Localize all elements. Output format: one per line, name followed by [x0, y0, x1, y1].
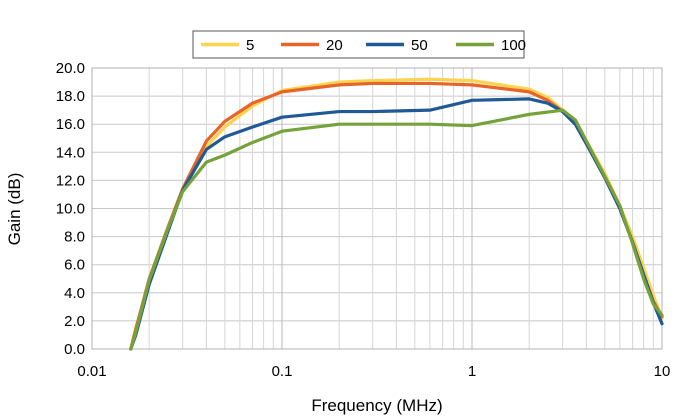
y-tick-label: 10.0 [56, 201, 85, 218]
x-tick-label: 0.1 [272, 363, 293, 380]
y-tick-label: 4.0 [64, 285, 85, 302]
series-lines [129, 77, 664, 351]
legend-items: 5 20 50 100 [201, 37, 526, 54]
x-tick-labels: 0.01 0.1 1 10 [77, 363, 670, 380]
y-tick-label: 6.0 [64, 257, 85, 274]
y-tick-label: 2.0 [64, 313, 85, 330]
y-tick-label: 14.0 [56, 144, 85, 161]
x-axis-title: Frequency (MHz) [311, 396, 442, 415]
legend-label-5: 5 [246, 37, 254, 54]
legend-label-100: 100 [501, 37, 526, 54]
y-tick-label: 8.0 [64, 229, 85, 246]
y-tick-label: 12.0 [56, 172, 85, 189]
y-axis-title: Gain (dB) [5, 173, 24, 246]
legend: 5 20 50 100 [192, 30, 526, 59]
x-tick-label: 0.01 [77, 363, 106, 380]
x-tick-label: 10 [654, 363, 671, 380]
y-tick-label: 0.0 [64, 341, 85, 358]
y-tick-label: 16.0 [56, 116, 85, 133]
y-tick-label: 18.0 [56, 88, 85, 105]
y-tick-labels: 0.0 2.0 4.0 6.0 8.0 10.0 12.0 14.0 16.0 18.0 20.0 [56, 60, 85, 358]
series-line-100 [129, 108, 664, 351]
x-tick-label: 1 [468, 363, 476, 380]
legend-label-20: 20 [326, 37, 343, 54]
plot-area-border [91, 67, 663, 350]
legend-label-50: 50 [411, 37, 428, 54]
y-tick-label: 20.0 [56, 60, 85, 77]
